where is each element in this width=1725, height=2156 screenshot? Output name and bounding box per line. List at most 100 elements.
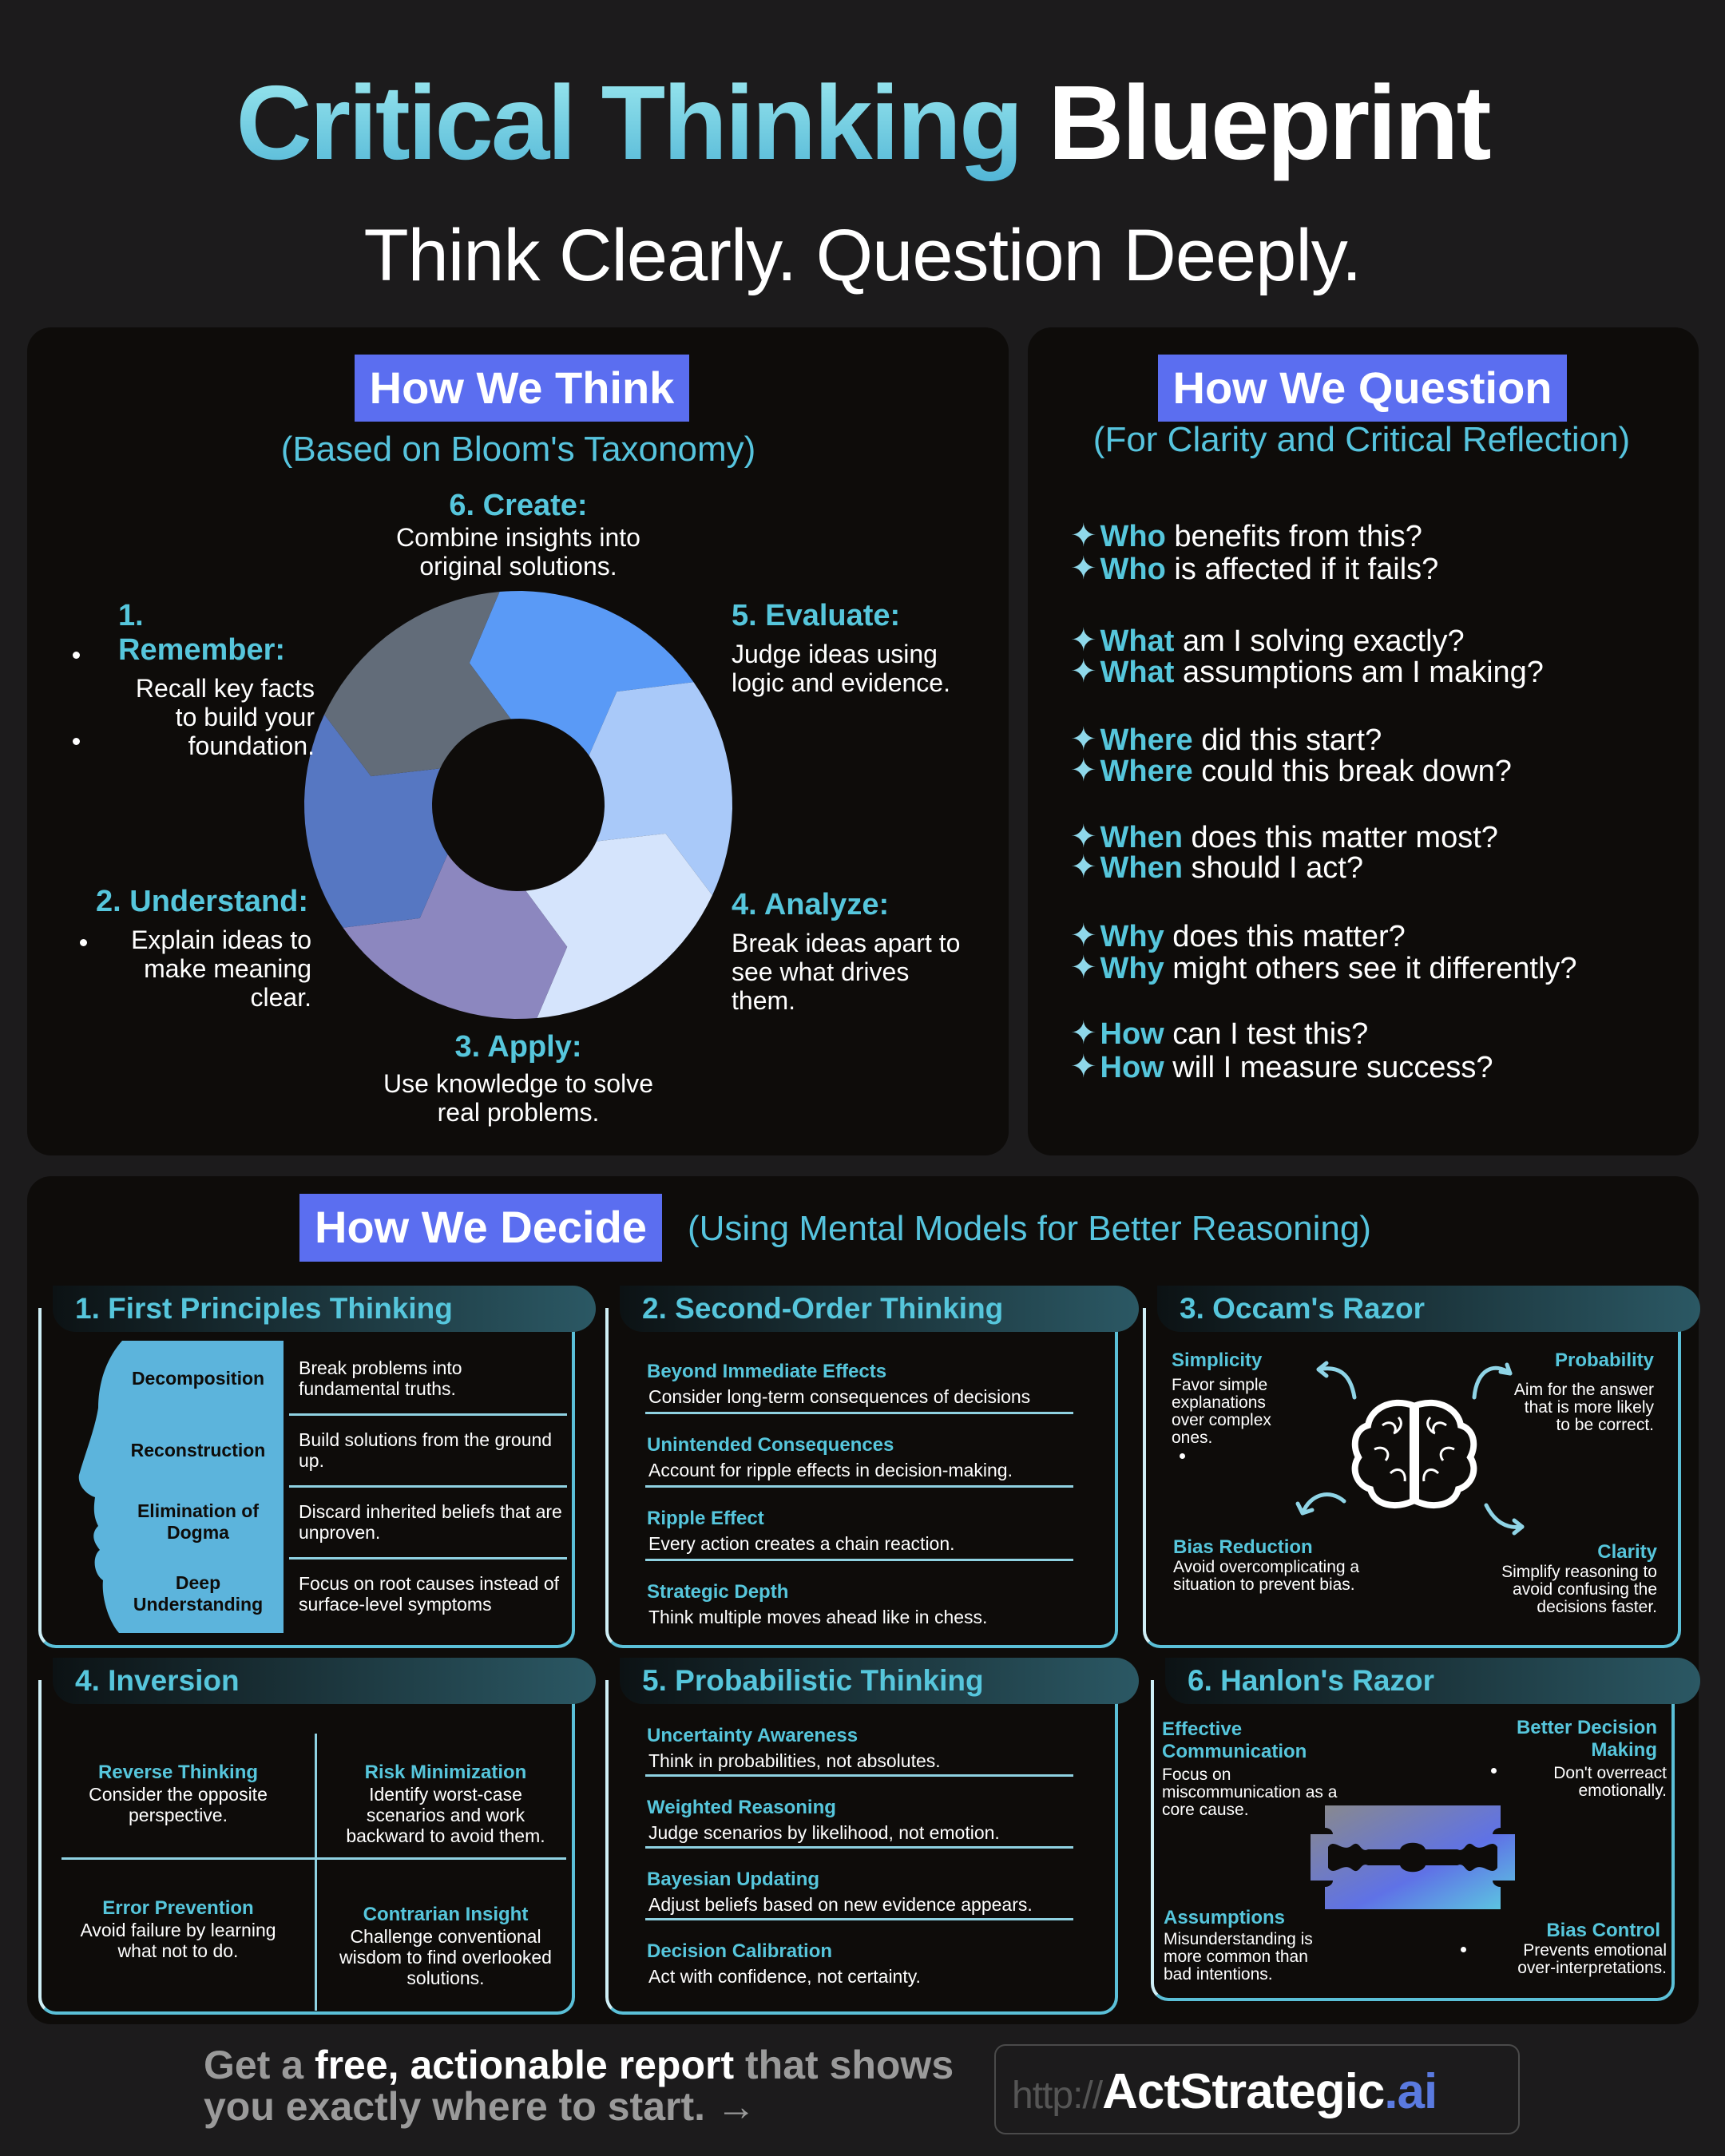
bullet xyxy=(73,738,80,745)
stage-analyze: 4. Analyze: Break ideas apart to see wha… xyxy=(732,888,960,1015)
cta-emphasis: free, actionable report xyxy=(314,2043,735,2087)
hanlon-decision: Better Decision Making Don't overreact e… xyxy=(1491,1717,1667,1800)
item-label: Probability xyxy=(1554,1349,1654,1371)
question-text: does this matter? xyxy=(1164,920,1406,953)
footer-cta[interactable]: Get a free, actionable report that shows… xyxy=(204,2044,954,2127)
how-we-question-badge: How We Question xyxy=(1158,355,1567,422)
item-label: Reverse Thinking xyxy=(97,1762,259,1783)
question-keyword: How xyxy=(1100,1017,1164,1051)
stage-desc: logic and evidence. xyxy=(732,668,950,697)
question-text: should I act? xyxy=(1182,851,1364,885)
stage-desc: original solutions. xyxy=(419,552,617,581)
item-desc: Think in probabilities, not absolutes. xyxy=(648,1750,941,1771)
stage-title: 2. Understand: xyxy=(96,885,309,918)
cycle-arrow-understand xyxy=(343,854,568,1019)
question-keyword: Why xyxy=(1100,920,1164,953)
question-text: assumptions am I making? xyxy=(1174,656,1544,689)
question-text: am I solving exactly? xyxy=(1174,624,1465,658)
item-label: Bias Control xyxy=(1546,1920,1660,1941)
item-label: Clarity xyxy=(1597,1541,1657,1563)
occam-simplicity: Simplicity Favor simple explanations ove… xyxy=(1172,1349,1291,1447)
item-label: Contrarian Insight xyxy=(363,1904,529,1925)
divider xyxy=(645,1412,1073,1414)
fp-label: Deep Understanding xyxy=(133,1572,264,1615)
question-item: ✦ Where could this break down? xyxy=(1070,752,1512,789)
cycle-arrow-evaluate xyxy=(469,591,694,756)
card-border xyxy=(1151,1680,1675,2001)
divider xyxy=(645,1559,1073,1561)
card-title: 4. Inversion xyxy=(53,1658,596,1704)
stage-desc: foundation. xyxy=(188,731,315,760)
stage-desc: Judge ideas using xyxy=(732,640,938,668)
question-keyword: Where xyxy=(1100,755,1193,788)
divider xyxy=(61,1857,566,1860)
question-item: ✦ Where did this start? xyxy=(1070,721,1382,758)
question-keyword: How xyxy=(1100,1051,1164,1084)
card-border xyxy=(38,1680,575,2015)
brand-suffix: .ai xyxy=(1384,2064,1438,2119)
question-item: ✦ Who is affected if it fails? xyxy=(1070,550,1438,587)
bullet xyxy=(1461,1947,1466,1952)
item-desc: Consider long-term consequences of decis… xyxy=(648,1386,1031,1407)
item-label: Risk Minimization xyxy=(364,1762,527,1783)
card-border xyxy=(605,1308,1118,1648)
how-we-question-panel xyxy=(1028,327,1699,1155)
stage-desc: see what drives xyxy=(732,957,910,986)
item-desc: Avoid failure by learning what not to do… xyxy=(80,1920,276,1961)
stage-desc: Explain ideas to xyxy=(131,925,311,954)
question-keyword: What xyxy=(1100,624,1175,658)
website-link[interactable]: http://ActStrategic.ai xyxy=(994,2044,1520,2134)
stage-desc: Combine insights into xyxy=(396,523,640,552)
question-text: does this matter most? xyxy=(1182,821,1498,854)
stage-desc: make meaning xyxy=(144,954,311,983)
fp-desc: Focus on root causes instead of surface-… xyxy=(299,1573,560,1615)
occam-clarity: Clarity Simplify reasoning to avoid conf… xyxy=(1465,1541,1657,1616)
question-text: will I measure success? xyxy=(1164,1051,1493,1084)
item-desc: Challenge conventional wisdom to find ov… xyxy=(339,1926,552,1988)
divider xyxy=(645,1774,1073,1777)
stage-title: 5. Evaluate: xyxy=(732,599,901,632)
divider xyxy=(315,1734,317,2011)
bullet xyxy=(1491,1768,1497,1774)
second-order-card: 2. Second-Order Thinking Beyond Immediat… xyxy=(605,1286,1139,1648)
sparkle-star-icon: ✦ xyxy=(1070,950,1097,985)
item-label: Assumptions xyxy=(1164,1907,1286,1928)
item-label: Effective Communication xyxy=(1162,1718,1307,1762)
stage-desc: real problems. xyxy=(437,1098,600,1127)
question-text: might others see it differently? xyxy=(1164,952,1577,985)
title-rest: Blueprint xyxy=(1048,64,1491,181)
page-subtitle: Think Clearly. Question Deeply. xyxy=(363,215,1362,296)
card-title: 1. First Principles Thinking xyxy=(53,1286,596,1332)
cycle-arrow-create xyxy=(324,592,511,777)
url-prefix: http:// xyxy=(1012,2075,1103,2117)
question-item: ✦ How will I measure success? xyxy=(1070,1048,1493,1085)
item-label: Beyond Immediate Effects xyxy=(647,1361,887,1382)
bloom-cycle-diagram xyxy=(304,591,732,1019)
item-desc: Judge scenarios by likelihood, not emoti… xyxy=(648,1822,1000,1843)
sparkle-star-icon: ✦ xyxy=(1070,654,1097,689)
stage-desc: clear. xyxy=(250,983,311,1012)
item-desc: Misunderstanding is more common than bad… xyxy=(1164,1930,1313,1984)
sparkle-star-icon: ✦ xyxy=(1070,722,1097,757)
item-desc: Aim for the answer that is more likely t… xyxy=(1513,1381,1654,1434)
cta-text: Get a xyxy=(204,2043,315,2087)
card-border xyxy=(605,1680,1118,2015)
stage-title: 4. Analyze: xyxy=(732,888,890,921)
stage-desc: to build your xyxy=(175,703,315,731)
item-desc: Identify worst-case scenarios and work b… xyxy=(346,1784,545,1846)
item-label: Decision Calibration xyxy=(647,1940,833,1962)
question-item: ✦ What am I solving exactly? xyxy=(1070,622,1465,659)
stage-desc: Recall key facts xyxy=(135,674,315,703)
item-desc: Prevents emotional over-interpretations. xyxy=(1517,1941,1667,1977)
stage-understand: 2. Understand: Explain ideas to make mea… xyxy=(80,885,311,1012)
question-item: ✦ What assumptions am I making? xyxy=(1070,653,1544,690)
occam-bias-reduction: Bias Reduction Avoid overcomplicating a … xyxy=(1173,1536,1389,1594)
question-text: did this start? xyxy=(1192,723,1382,757)
fp-desc: Discard inherited beliefs that are unpro… xyxy=(299,1501,562,1543)
question-text: could this break down? xyxy=(1192,755,1512,788)
item-label: Strategic Depth xyxy=(647,1581,789,1603)
question-item: ✦ When should I act? xyxy=(1070,849,1363,886)
item-desc: Account for ripple effects in decision-m… xyxy=(648,1460,1013,1480)
question-item: ✦ When does this matter most? xyxy=(1070,818,1498,855)
sparkle-star-icon: ✦ xyxy=(1070,753,1097,788)
